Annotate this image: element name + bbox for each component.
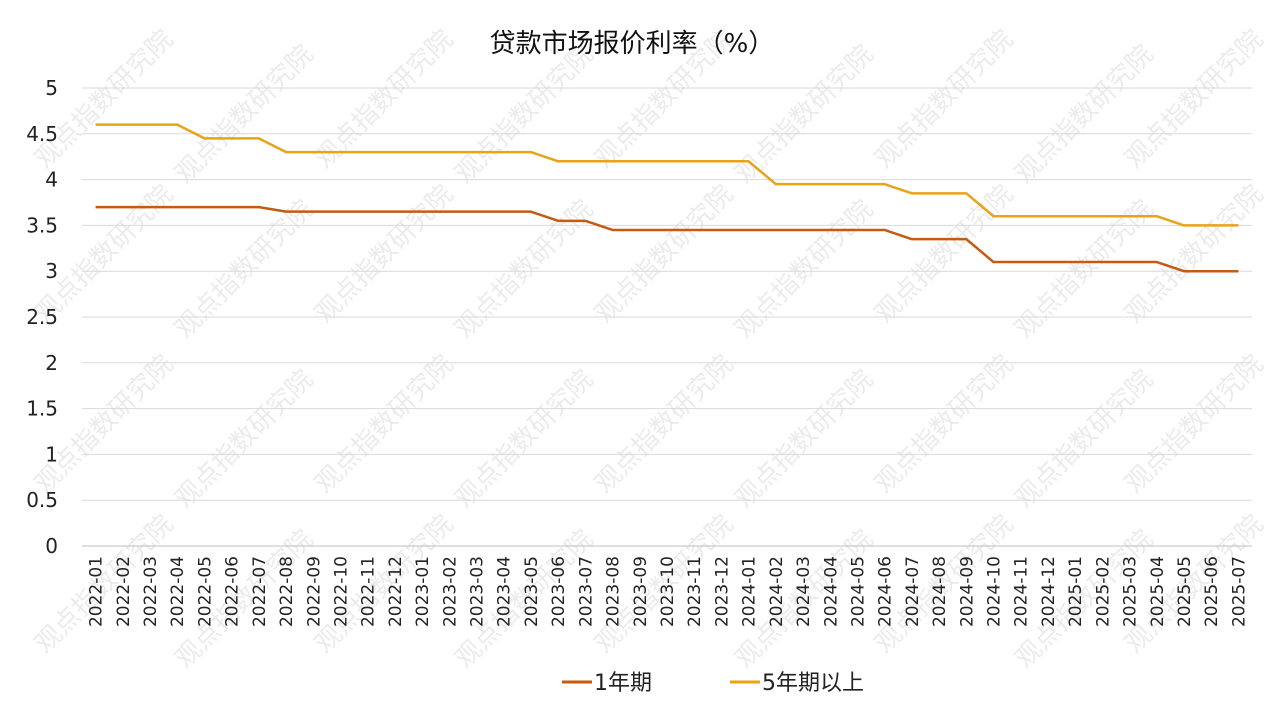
x-tick-label: 2022-12 <box>386 556 406 627</box>
watermark-text: 观点指数研究院 <box>869 24 1019 174</box>
x-tick-label: 2025-04 <box>1148 556 1168 627</box>
x-tick-label: 2023-07 <box>576 556 596 627</box>
x-tick-label: 2025-07 <box>1229 556 1249 627</box>
x-tick-label: 2024-11 <box>1012 556 1032 627</box>
x-tick-label: 2024-05 <box>848 556 868 627</box>
x-tick-label: 2023-12 <box>712 556 732 627</box>
x-tick-label: 2024-06 <box>876 556 896 627</box>
legend: 1年期 5年期以上 <box>562 671 864 696</box>
y-tick-label: 3.5 <box>26 213 58 237</box>
y-tick-label: 4.5 <box>26 122 58 146</box>
x-tick-label: 2022-11 <box>359 556 379 627</box>
x-tick-label: 2022-04 <box>168 556 188 627</box>
x-tick-label: 2024-02 <box>767 556 787 627</box>
gridlines <box>82 87 1252 547</box>
watermark-text: 观点指数研究院 <box>169 194 319 344</box>
y-tick-label: 4 <box>45 168 58 192</box>
x-tick-label: 2022-03 <box>141 556 161 627</box>
x-tick-label: 2022-09 <box>304 556 324 627</box>
y-tick-label: 2 <box>45 351 58 375</box>
series-line <box>95 205 1239 273</box>
x-tick-label: 2022-06 <box>223 556 243 627</box>
watermark-text: 观点指数研究院 <box>729 39 879 189</box>
x-tick-label: 2025-06 <box>1202 556 1222 627</box>
y-tick-label: 1 <box>45 442 58 466</box>
x-axis-ticks: 2022-01 2022-02 2022-03 2022-04 2022-05 2022-… <box>87 556 1250 627</box>
x-tick-label: 2023-10 <box>658 556 678 627</box>
x-tick-label: 2022-05 <box>195 556 215 627</box>
x-tick-label: 2025-01 <box>1066 556 1086 627</box>
x-tick-label: 2024-01 <box>740 556 760 627</box>
x-tick-label: 2023-04 <box>495 556 515 627</box>
watermark-text: 观点指数研究院 <box>449 364 599 514</box>
x-tick-label: 2022-10 <box>331 556 351 627</box>
x-tick-label: 2022-01 <box>87 556 107 627</box>
x-tick-label: 2022-07 <box>250 556 270 627</box>
x-tick-label: 2023-02 <box>440 556 460 627</box>
x-tick-label: 2024-10 <box>985 556 1005 627</box>
legend-label: 1年期 <box>594 671 652 696</box>
x-tick-label: 2022-02 <box>114 556 134 627</box>
watermark-text: 观点指数研究院 <box>589 179 739 329</box>
x-tick-label: 2024-04 <box>821 556 841 627</box>
y-tick-label: 0 <box>45 534 58 558</box>
watermark-text: 观点指数研究院 <box>869 349 1019 499</box>
watermark-text: 观点指数研究院 <box>869 179 1019 329</box>
watermark-text: 观点指数研究院 <box>449 39 599 189</box>
x-tick-label: 2023-05 <box>522 556 542 627</box>
legend-label: 5年期以上 <box>762 671 864 696</box>
x-tick-label: 2024-08 <box>930 556 950 627</box>
x-tick-label: 2025-03 <box>1121 556 1141 627</box>
watermark-text: 观点指数研究院 <box>729 364 879 514</box>
x-tick-label: 2025-05 <box>1175 556 1195 627</box>
x-tick-label: 2023-09 <box>631 556 651 627</box>
watermark-text: 观点指数研究院 <box>169 39 319 189</box>
x-tick-label: 2023-03 <box>468 556 488 627</box>
series-line <box>95 123 1239 227</box>
x-tick-label: 2024-03 <box>794 556 814 627</box>
watermark-text: 观点指数研究院 <box>309 179 459 329</box>
x-tick-label: 2024-07 <box>903 556 923 627</box>
y-tick-label: 0.5 <box>26 488 58 512</box>
y-axis-ticks: 0 0.5 1 1.5 2 2.5 3 3.5 4 4.5 5 <box>26 76 58 558</box>
x-tick-label: 2022-08 <box>277 556 297 627</box>
watermark-text: 观点指数研究院 <box>309 349 459 499</box>
watermark-text: 观点指数研究院 <box>729 194 879 344</box>
x-tick-label: 2025-02 <box>1093 556 1113 627</box>
y-tick-label: 1.5 <box>26 397 58 421</box>
y-tick-label: 5 <box>45 76 58 100</box>
y-tick-label: 3 <box>45 259 58 283</box>
x-tick-label: 2024-12 <box>1039 556 1059 627</box>
series-lines <box>95 123 1239 273</box>
watermark-text: 观点指数研究院 <box>449 194 599 344</box>
x-tick-label: 2023-06 <box>549 556 569 627</box>
x-tick-label: 2024-09 <box>957 556 977 627</box>
watermark-text: 观点指数研究院 <box>589 349 739 499</box>
y-tick-label: 2.5 <box>26 305 58 329</box>
chart-title: 贷款市场报价利率（%） <box>490 29 775 59</box>
x-tick-label: 2023-11 <box>685 556 705 627</box>
x-tick-label: 2023-01 <box>413 556 433 627</box>
watermark-text: 观点指数研究院 <box>169 364 319 514</box>
x-tick-label: 2023-08 <box>604 556 624 627</box>
